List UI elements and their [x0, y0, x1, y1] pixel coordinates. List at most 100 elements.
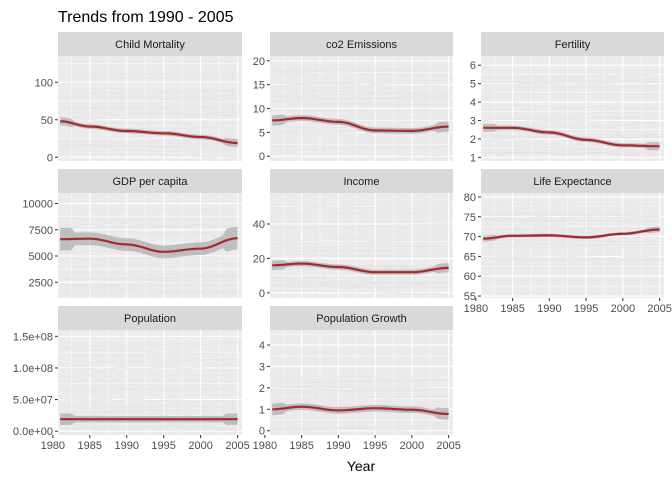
background-trace	[60, 373, 238, 378]
background-trace	[60, 404, 238, 408]
x-tick-label: 1980	[253, 440, 277, 452]
panel-life-expectance: Life Expectance 55 60 65 70 75 80 1980 1985 1990 1…	[464, 169, 672, 315]
background-trace	[483, 206, 660, 209]
strip-co2-emissions	[270, 32, 453, 56]
background-trace	[483, 219, 660, 222]
strip-life-expectance	[481, 169, 664, 193]
y-tick-label: 2	[470, 134, 476, 146]
x-tick-label: 1995	[363, 440, 387, 452]
background-trace	[483, 117, 660, 123]
x-tick-label: 1985	[289, 440, 313, 452]
background-trace	[272, 88, 449, 95]
background-trace	[60, 342, 238, 348]
background-trace	[483, 215, 660, 221]
y-tick-label: 0	[259, 151, 265, 163]
background-trace	[60, 107, 238, 111]
smooth-line-fertility	[483, 126, 660, 148]
y-tick-label: 5	[259, 127, 265, 139]
background-trace	[483, 72, 660, 79]
background-trace	[60, 387, 238, 391]
background-trace	[60, 427, 238, 432]
panel-content-gdp-per-capita	[60, 207, 238, 295]
y-tick-label: 80	[464, 192, 476, 204]
background-trace	[60, 358, 238, 365]
x-tick-label: 1995	[151, 440, 175, 452]
y-tick-label: 1.0e+08	[13, 363, 53, 375]
background-trace	[483, 150, 660, 154]
background-trace	[272, 69, 449, 74]
background-trace	[60, 230, 238, 236]
y-tick-label: 5000	[29, 251, 53, 263]
x-tick-label: 1990	[114, 440, 138, 452]
background-trace	[483, 226, 660, 229]
strip-label-gdp-per-capita: GDP per capita	[112, 176, 188, 188]
background-trace	[483, 267, 660, 270]
panel-content-life-expectance	[483, 206, 660, 270]
panel-income: Income 0 20 40	[253, 169, 453, 300]
background-trace	[483, 129, 660, 134]
x-tick-label: 2000	[611, 303, 635, 315]
y-tick-label: 1.5e+08	[13, 331, 53, 343]
y-tick-label: 10	[253, 104, 265, 116]
background-trace	[60, 225, 238, 230]
y-tick-label: 4	[470, 97, 476, 109]
background-trace	[272, 427, 449, 430]
background-trace	[272, 140, 449, 144]
panel-population: Population 0.0e+00 5.0e+07 1.0e+08 1.5e+08 19…	[13, 306, 250, 452]
background-trace	[483, 263, 660, 266]
background-trace	[272, 284, 449, 289]
y-tick-label: 2	[259, 383, 265, 395]
background-trace	[60, 218, 238, 221]
strip-label-life-expectance: Life Expectance	[533, 176, 611, 188]
background-trace	[60, 255, 238, 260]
background-trace	[272, 235, 449, 242]
background-trace	[60, 409, 238, 414]
background-trace	[60, 138, 238, 143]
background-trace	[272, 96, 449, 102]
background-trace	[60, 115, 238, 121]
strip-population	[58, 306, 242, 330]
background-trace	[60, 221, 238, 225]
background-trace	[60, 207, 238, 212]
panel-population-growth: Population Growth 0 1 2 3 4 1980 1985 1990 1995 20…	[253, 306, 461, 452]
background-trace	[483, 228, 660, 231]
strip-label-income: Income	[343, 176, 379, 188]
background-trace	[60, 97, 238, 101]
background-trace	[483, 151, 660, 155]
x-tick-label: 1980	[464, 303, 488, 315]
background-trace	[272, 239, 449, 245]
y-tick-label: 15	[253, 80, 265, 92]
background-trace	[483, 85, 660, 89]
background-trace	[60, 142, 238, 146]
background-trace	[272, 400, 449, 403]
smooth-line-population-growth	[272, 405, 449, 416]
background-trace	[272, 96, 449, 101]
panel-content-child-mortality	[60, 72, 238, 158]
y-tick-label: 70	[464, 232, 476, 244]
background-trace	[272, 289, 449, 295]
x-tick-label: 2000	[400, 440, 424, 452]
strip-income	[270, 169, 453, 193]
panel-gdp-per-capita: GDP per capita 2500 5000 7500 10000	[22, 169, 242, 298]
background-trace	[60, 404, 238, 411]
background-trace	[272, 279, 449, 286]
background-trace	[272, 379, 449, 383]
background-trace	[60, 271, 238, 277]
smooth-line-co2-emissions	[272, 116, 449, 132]
panel-child-mortality: Child Mortality 0 50 100	[35, 32, 242, 164]
panel-content-co2-emissions	[272, 66, 449, 157]
background-trace	[272, 79, 449, 85]
background-trace	[272, 95, 449, 98]
background-trace	[60, 348, 238, 356]
y-tick-label: 55	[464, 291, 476, 303]
background-trace	[483, 145, 660, 151]
background-trace	[272, 211, 449, 217]
background-trace	[483, 243, 660, 249]
background-trace	[60, 112, 238, 118]
background-trace	[483, 254, 660, 258]
background-trace	[272, 223, 449, 229]
background-trace	[60, 104, 238, 109]
y-tick-label: 50	[41, 115, 53, 127]
confidence-band-gdp-per-capita	[60, 226, 238, 259]
